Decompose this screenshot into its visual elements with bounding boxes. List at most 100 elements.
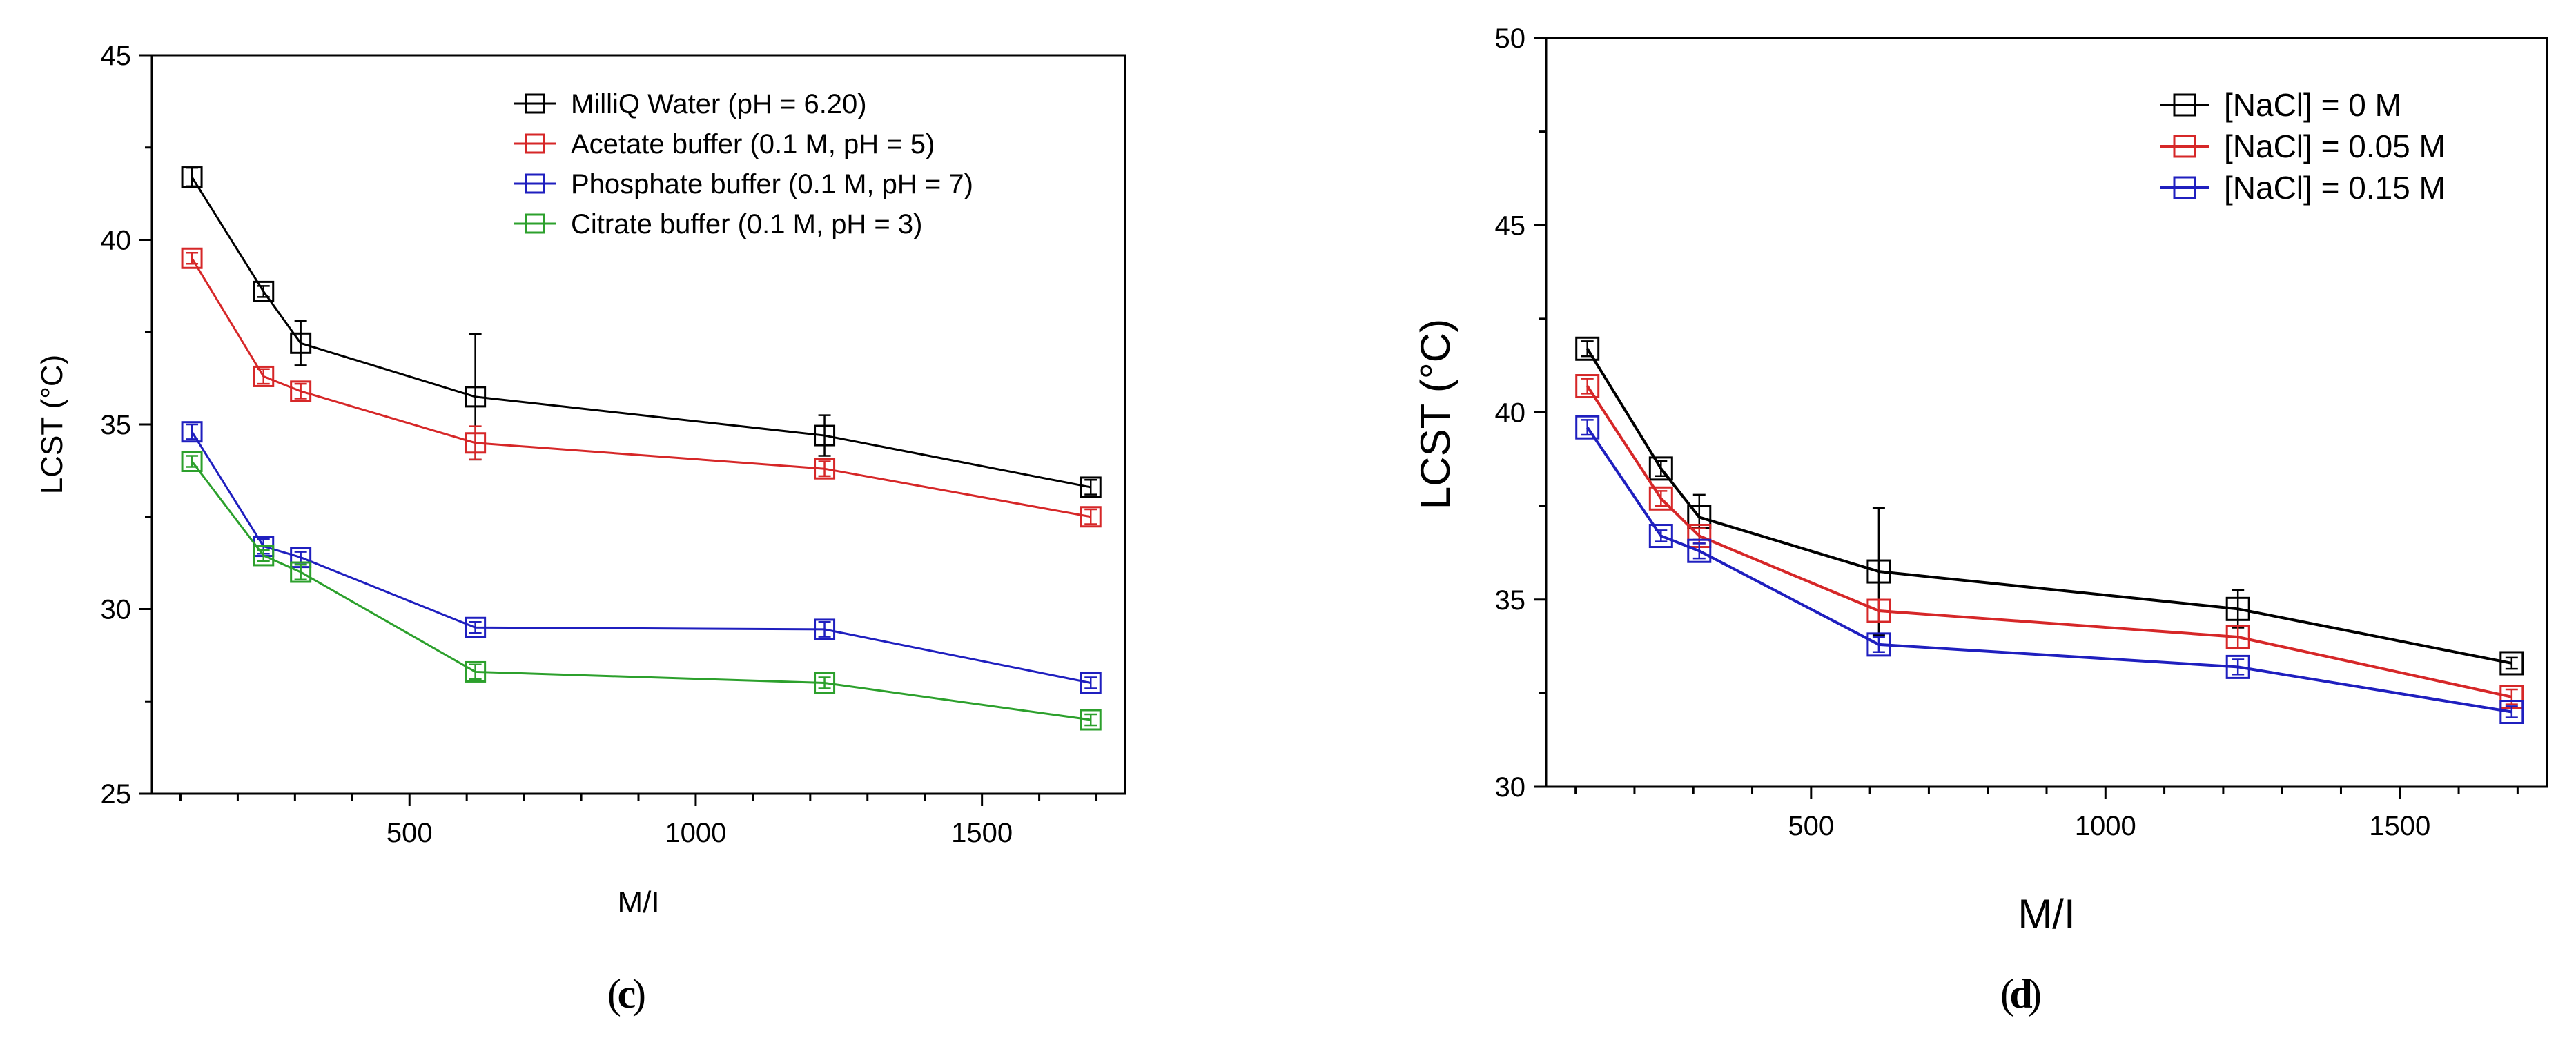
caption-letter: c bbox=[618, 971, 636, 1017]
caption-close-paren: ) bbox=[2028, 971, 2042, 1017]
data-point bbox=[465, 432, 487, 454]
series-line bbox=[1586, 385, 2512, 698]
caption-open-paren: ( bbox=[607, 971, 621, 1017]
data-point bbox=[814, 672, 836, 694]
data-point bbox=[1575, 415, 1600, 440]
data-point bbox=[2225, 654, 2250, 679]
y-tick-label: 40 bbox=[101, 226, 132, 256]
data-point bbox=[181, 421, 203, 443]
y-tick-label: 35 bbox=[101, 410, 132, 440]
series-1 bbox=[181, 247, 1102, 528]
x-tick-label: 1500 bbox=[2369, 811, 2430, 841]
legend-label: [NaCl] = 0 M bbox=[2224, 87, 2401, 123]
data-point bbox=[1080, 506, 1102, 528]
plot-area-frame bbox=[150, 54, 1126, 795]
legend-item: Acetate buffer (0.1 M, pH = 5) bbox=[514, 129, 935, 159]
data-point bbox=[181, 247, 203, 269]
data-series bbox=[181, 166, 1102, 731]
data-series bbox=[1575, 336, 2524, 724]
legend-marker bbox=[2173, 93, 2196, 117]
series-3 bbox=[181, 451, 1102, 731]
y-axis-title: LCST (°C) bbox=[1412, 319, 1458, 509]
data-point bbox=[181, 451, 203, 472]
legend-label: Citrate buffer (0.1 M, pH = 3) bbox=[571, 209, 922, 239]
chart-panel-c: 500 1000 1500 25 30 35 40 45 MilliQ Water (pH =… bbox=[35, 41, 1126, 1017]
y-axis-title: LCST (°C) bbox=[35, 355, 69, 495]
data-point bbox=[814, 618, 836, 640]
data-point bbox=[1648, 486, 1673, 511]
x-tick-label: 1000 bbox=[665, 818, 726, 848]
data-point bbox=[290, 561, 312, 583]
data-point bbox=[290, 380, 312, 402]
series-line bbox=[1586, 348, 2512, 665]
axis-ticks: 500 1000 1500 25 30 35 40 45 bbox=[101, 41, 1098, 848]
data-point bbox=[1648, 456, 1673, 481]
legend-marker bbox=[525, 213, 545, 234]
legend-label: MilliQ Water (pH = 6.20) bbox=[571, 89, 867, 119]
series-line bbox=[191, 431, 1091, 684]
x-tick-label: 1500 bbox=[951, 818, 1013, 848]
legend: MilliQ Water (pH = 6.20) Acetate buffer (… bbox=[514, 89, 973, 239]
caption-open-paren: ( bbox=[2000, 971, 2014, 1017]
legend-item: [NaCl] = 0 M bbox=[2160, 87, 2401, 123]
panel-caption: ( c ) bbox=[607, 971, 646, 1017]
legend: [NaCl] = 0 M [NaCl] = 0.05 M [NaCl] = 0.15… bbox=[2160, 87, 2446, 206]
data-point bbox=[1866, 559, 1891, 584]
legend-item: [NaCl] = 0.05 M bbox=[2160, 128, 2446, 164]
data-point bbox=[2499, 651, 2524, 676]
data-point bbox=[1687, 538, 1712, 563]
y-tick-label: 50 bbox=[1495, 23, 1526, 54]
data-point bbox=[253, 545, 275, 567]
legend-label: [NaCl] = 0.05 M bbox=[2224, 128, 2446, 164]
data-point bbox=[253, 365, 275, 387]
data-point bbox=[1575, 374, 1600, 399]
x-axis-title: M/I bbox=[617, 885, 659, 919]
panel-caption: ( d ) bbox=[2000, 971, 2042, 1017]
y-tick-label: 45 bbox=[1495, 210, 1526, 241]
data-point bbox=[1575, 336, 1600, 361]
data-point bbox=[814, 458, 836, 480]
data-point bbox=[1080, 709, 1102, 731]
data-point bbox=[814, 424, 836, 447]
legend-item: MilliQ Water (pH = 6.20) bbox=[514, 89, 867, 119]
series-line bbox=[191, 257, 1091, 518]
legend-item: Citrate buffer (0.1 M, pH = 3) bbox=[514, 209, 922, 239]
legend-marker bbox=[525, 133, 545, 154]
y-tick-label: 35 bbox=[1495, 585, 1526, 616]
data-point bbox=[1866, 632, 1891, 657]
legend-label: Acetate buffer (0.1 M, pH = 5) bbox=[571, 129, 935, 159]
series-1 bbox=[1575, 374, 2524, 709]
x-tick-label: 1000 bbox=[2075, 811, 2136, 841]
data-point bbox=[465, 660, 487, 683]
legend-marker bbox=[2173, 176, 2196, 199]
legend-label: [NaCl] = 0.15 M bbox=[2224, 170, 2446, 206]
legend-marker bbox=[2173, 135, 2196, 158]
legend-item: [NaCl] = 0.15 M bbox=[2160, 170, 2446, 206]
data-point bbox=[1080, 672, 1102, 694]
x-tick-label: 500 bbox=[1788, 811, 1834, 841]
data-point bbox=[465, 386, 487, 408]
data-point bbox=[465, 616, 487, 638]
data-point bbox=[2499, 700, 2524, 724]
data-point bbox=[2225, 625, 2250, 649]
legend-item: Phosphate buffer (0.1 M, pH = 7) bbox=[514, 169, 973, 199]
data-point bbox=[1080, 476, 1102, 498]
y-tick-label: 45 bbox=[101, 41, 132, 71]
data-point bbox=[253, 280, 275, 302]
x-axis-title: M/I bbox=[2018, 891, 2075, 937]
axis-ticks: 500 1000 1500 30 35 40 45 50 bbox=[1495, 23, 2519, 841]
series-line bbox=[1586, 427, 2512, 714]
legend-marker bbox=[525, 93, 545, 114]
data-point bbox=[2225, 596, 2250, 621]
caption-letter: d bbox=[2009, 971, 2032, 1017]
y-tick-label: 40 bbox=[1495, 398, 1526, 429]
data-point bbox=[1648, 524, 1673, 549]
data-point bbox=[181, 166, 203, 188]
y-tick-label: 30 bbox=[101, 595, 132, 625]
x-tick-label: 500 bbox=[387, 818, 433, 848]
y-tick-label: 25 bbox=[101, 779, 132, 810]
legend-marker bbox=[525, 173, 545, 194]
series-line bbox=[191, 176, 1091, 489]
